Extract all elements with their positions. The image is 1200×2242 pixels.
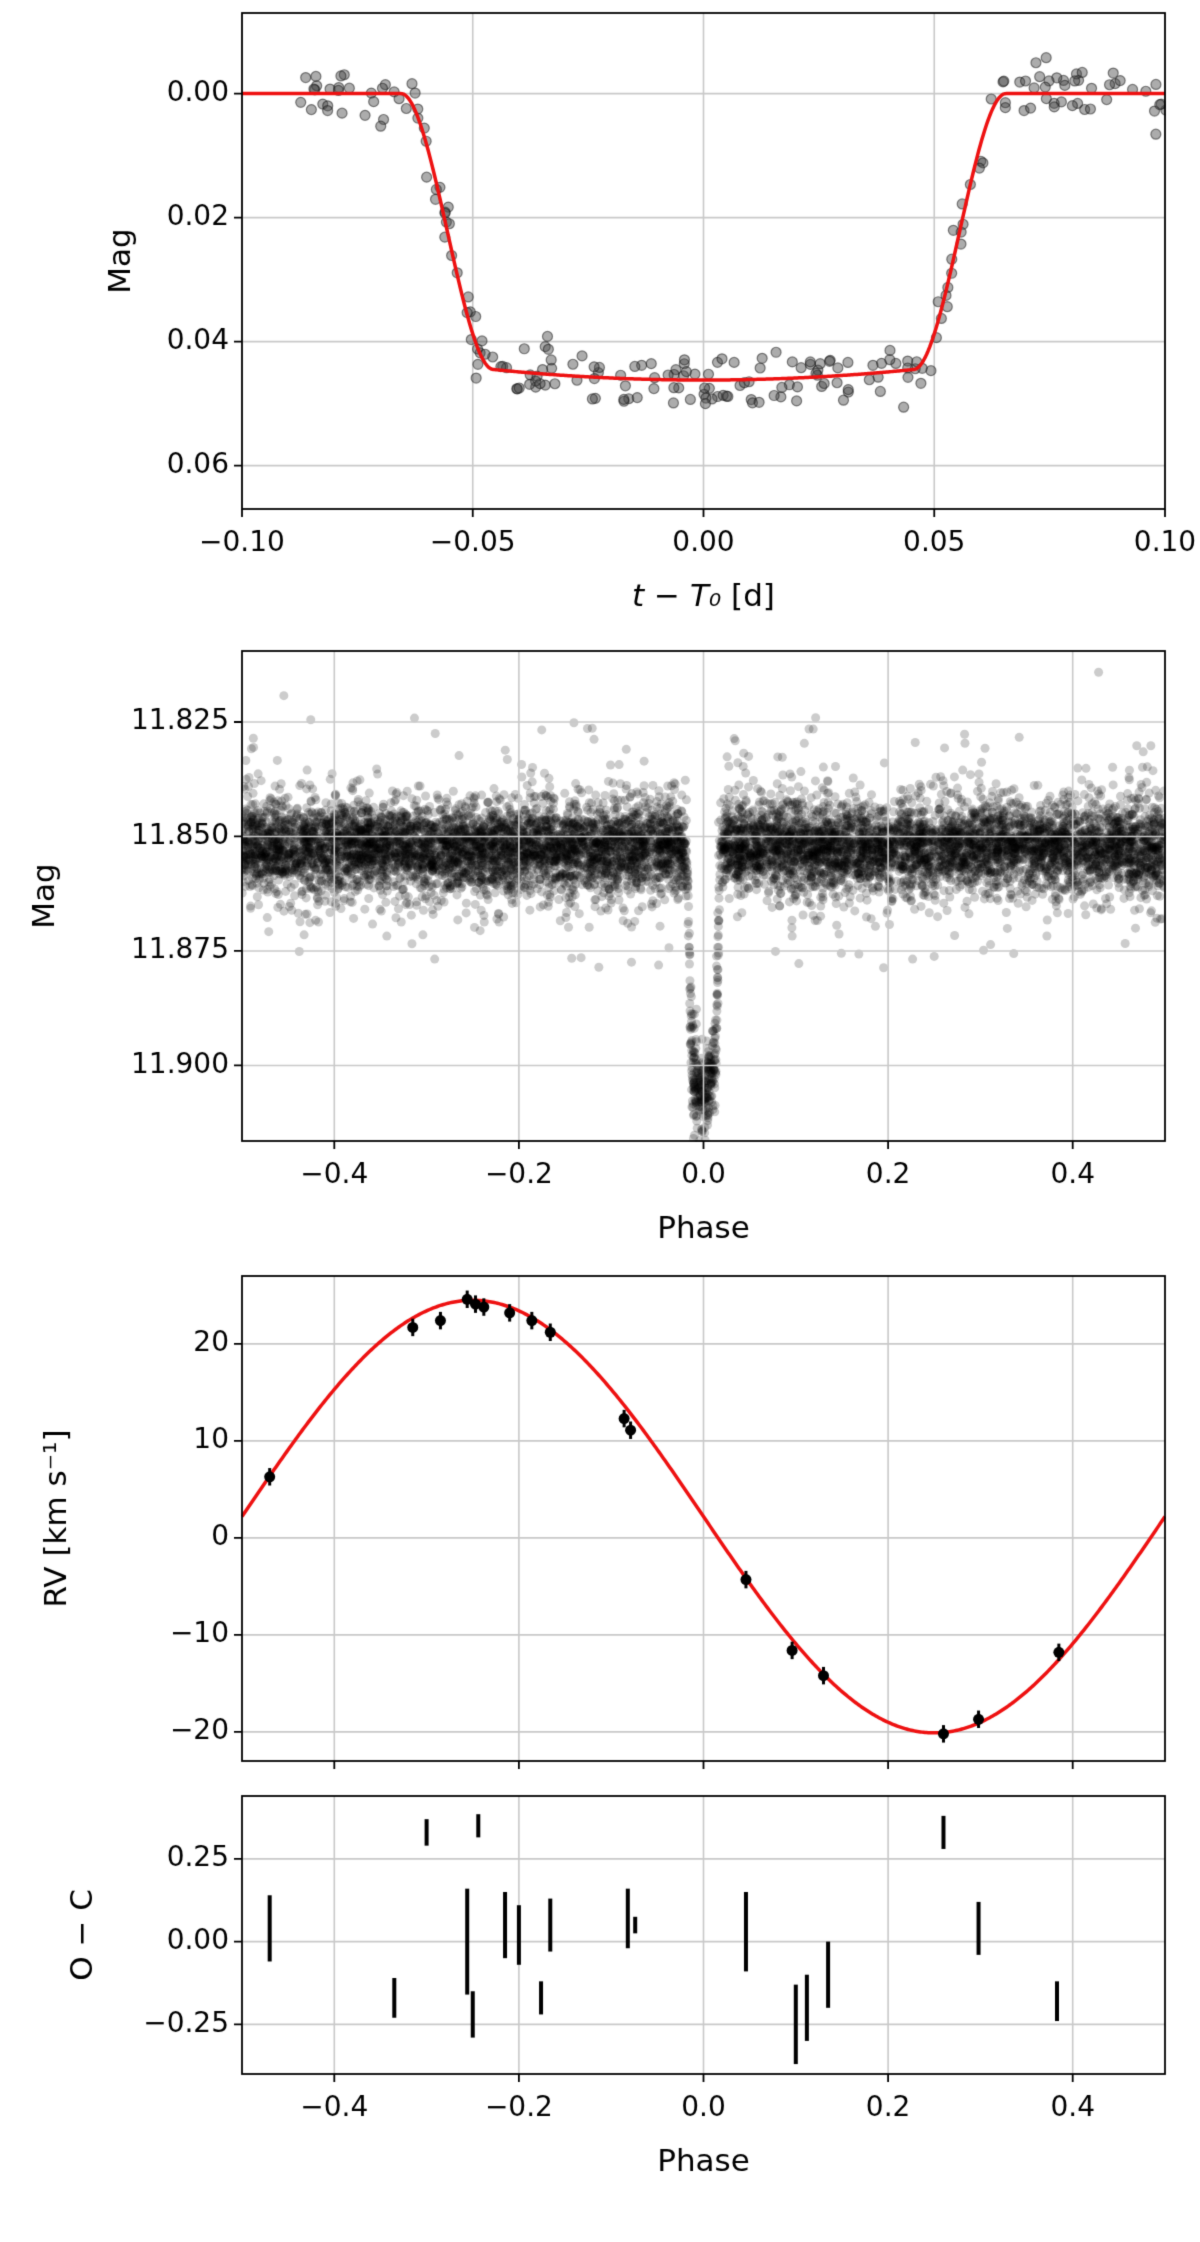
four-panel-transit-rv-figure	[0, 0, 1200, 2242]
light-curve-rv-figure-canvas	[0, 0, 1200, 2242]
